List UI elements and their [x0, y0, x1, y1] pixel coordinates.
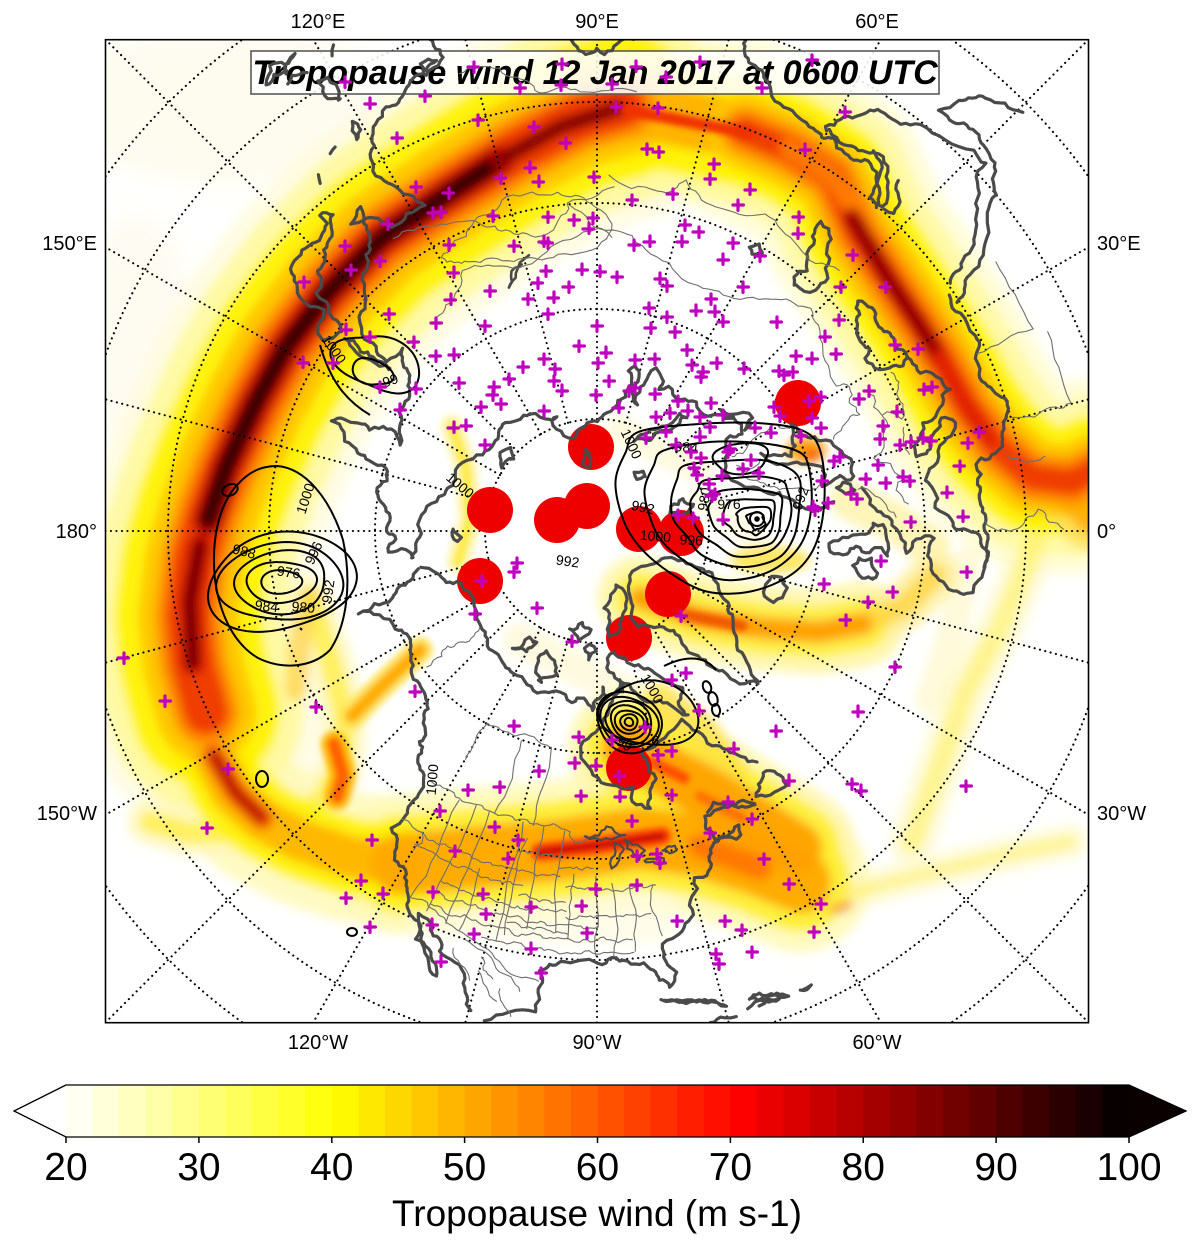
- svg-text:992: 992: [555, 552, 581, 571]
- svg-text:90: 90: [974, 1146, 1017, 1189]
- svg-text:180°: 180°: [56, 521, 97, 543]
- svg-text:99: 99: [614, 733, 636, 755]
- svg-text:60°W: 60°W: [852, 1032, 901, 1054]
- svg-text:976: 976: [717, 496, 741, 512]
- svg-text:1000: 1000: [423, 763, 442, 796]
- svg-text:90°E: 90°E: [575, 11, 619, 33]
- svg-text:50: 50: [443, 1146, 486, 1189]
- svg-text:30: 30: [177, 1146, 220, 1189]
- svg-text:150°W: 150°W: [37, 803, 97, 825]
- svg-text:992: 992: [789, 484, 812, 512]
- svg-text:Tropopause wind (m s-1): Tropopause wind (m s-1): [392, 1193, 802, 1234]
- svg-text:996: 996: [679, 531, 703, 548]
- svg-text:150°E: 150°E: [42, 233, 97, 255]
- svg-text:976: 976: [276, 563, 302, 582]
- svg-text:984: 984: [254, 597, 279, 615]
- svg-text:992: 992: [319, 578, 338, 604]
- svg-text:120°W: 120°W: [288, 1032, 348, 1054]
- svg-text:Tropopause wind 12 Jan 2017 at: Tropopause wind 12 Jan 2017 at 0600 UTC: [252, 54, 938, 92]
- svg-text:988: 988: [231, 541, 258, 562]
- svg-text:80: 80: [842, 1146, 885, 1189]
- svg-text:6: 6: [651, 732, 659, 748]
- svg-text:70: 70: [709, 1146, 752, 1189]
- svg-text:60°E: 60°E: [855, 11, 899, 33]
- svg-text:90°W: 90°W: [572, 1032, 621, 1054]
- svg-text:40: 40: [310, 1146, 353, 1189]
- svg-text:99: 99: [380, 370, 400, 390]
- svg-text:30°W: 30°W: [1097, 803, 1146, 825]
- svg-text:980: 980: [291, 598, 316, 616]
- svg-text:100: 100: [1096, 1146, 1161, 1189]
- svg-text:992: 992: [630, 497, 656, 518]
- svg-text:30°E: 30°E: [1097, 233, 1141, 255]
- svg-text:60: 60: [576, 1146, 619, 1189]
- svg-text:0°: 0°: [1097, 521, 1116, 543]
- svg-text:1000: 1000: [639, 527, 672, 546]
- svg-text:20: 20: [44, 1146, 87, 1189]
- svg-text:120°E: 120°E: [291, 11, 346, 33]
